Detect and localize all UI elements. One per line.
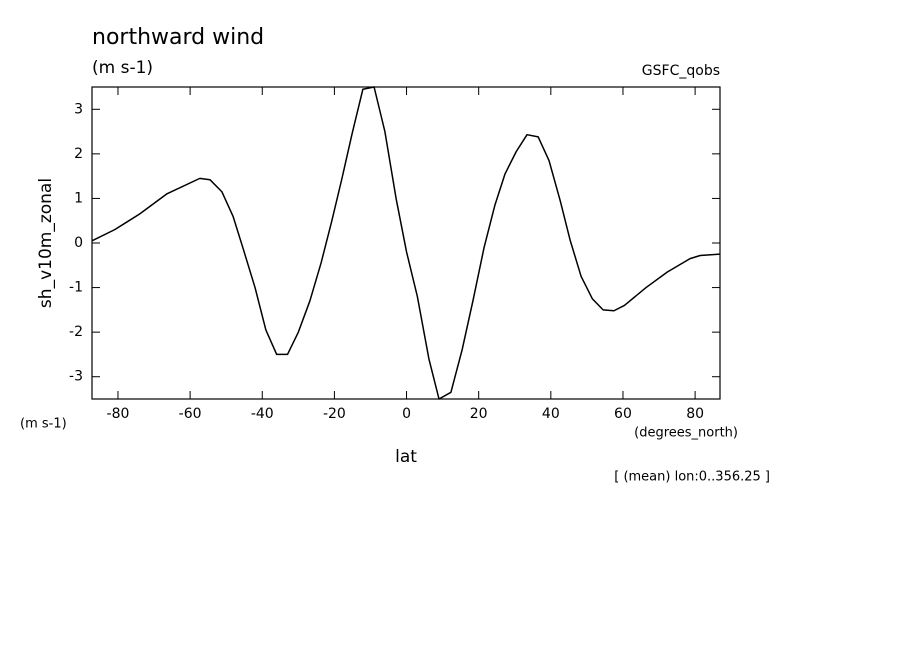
y-tick-label: 0 xyxy=(74,235,83,251)
units: (m s-1) xyxy=(92,58,153,78)
y-tick-label: 3 xyxy=(74,101,83,117)
x-tick-label: 60 xyxy=(614,406,632,422)
y-tick-label: -2 xyxy=(69,324,83,340)
y-tick-label: 1 xyxy=(74,190,83,206)
y-tick-label: -3 xyxy=(69,369,83,385)
x-tick-label: 80 xyxy=(686,406,704,422)
x-tick-label: -80 xyxy=(107,406,130,422)
x-axis-label: lat xyxy=(395,447,417,467)
source: GSFC_qobs xyxy=(642,63,720,79)
x-tick-label: 0 xyxy=(402,406,411,422)
x-tick-label: 20 xyxy=(470,406,488,422)
x-tick-label: 40 xyxy=(542,406,560,422)
plot-frame xyxy=(91,86,721,400)
data-line xyxy=(91,86,721,400)
chart-title: northward wind xyxy=(92,25,264,50)
y-tick-label: -1 xyxy=(69,280,83,296)
x-tick-label: -60 xyxy=(179,406,202,422)
y-tick-label: 2 xyxy=(74,146,83,162)
y-units: (m s-1) xyxy=(20,417,67,432)
x-tick-label: -40 xyxy=(251,406,274,422)
y-axis-label: sh_v10m_zonal xyxy=(36,178,56,308)
note: [ (mean) lon:0..356.25 ] xyxy=(614,470,770,485)
x-tick-label: -20 xyxy=(323,406,346,422)
x-units: (degrees_north) xyxy=(634,426,738,441)
